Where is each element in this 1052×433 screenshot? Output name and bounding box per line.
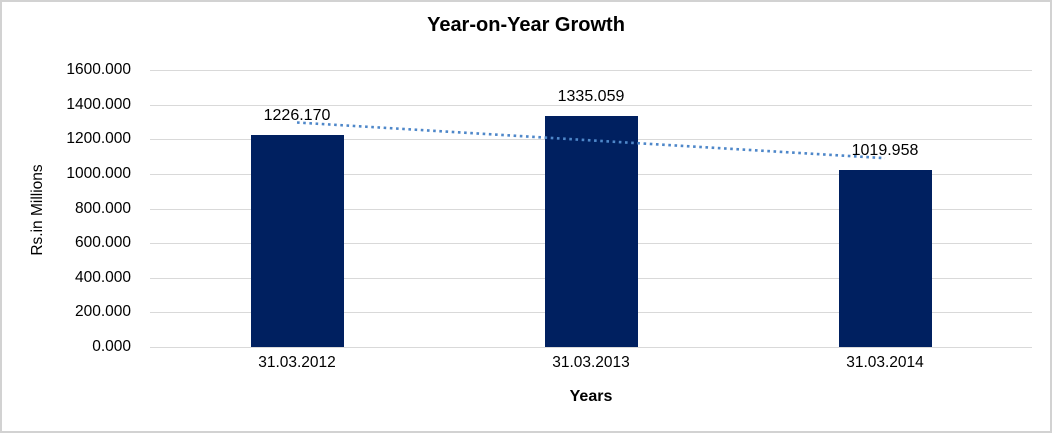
bar — [838, 170, 932, 347]
y-tick-label: 1200.000 — [66, 130, 131, 148]
x-tick-label: 31.03.2014 — [846, 354, 924, 371]
bar-data-label: 1226.170 — [263, 106, 331, 124]
y-tick-label: 1000.000 — [66, 164, 131, 182]
bar-data-label: 1019.958 — [851, 142, 919, 160]
y-tick-label: 600.000 — [74, 234, 131, 252]
y-tick-label: 1600.000 — [66, 61, 131, 78]
gridline — [150, 104, 1032, 106]
gridline — [150, 70, 1032, 71]
x-tick-label: 31.03.2012 — [258, 354, 336, 371]
y-tick-label: 1400.000 — [66, 95, 131, 113]
x-axis-title: Years — [569, 388, 613, 405]
chart-title: Year-on-Year Growth — [427, 14, 625, 36]
y-tick-label: 0.000 — [92, 338, 131, 355]
bar — [250, 134, 344, 347]
y-tick-label: 800.000 — [74, 199, 131, 217]
y-tick-label: 400.000 — [74, 268, 131, 286]
y-tick-label: 200.000 — [74, 303, 131, 321]
bar-data-label: 1335.059 — [557, 87, 625, 105]
bar — [544, 115, 638, 347]
x-tick-label: 31.03.2013 — [552, 354, 630, 371]
gridline — [150, 347, 1032, 348]
